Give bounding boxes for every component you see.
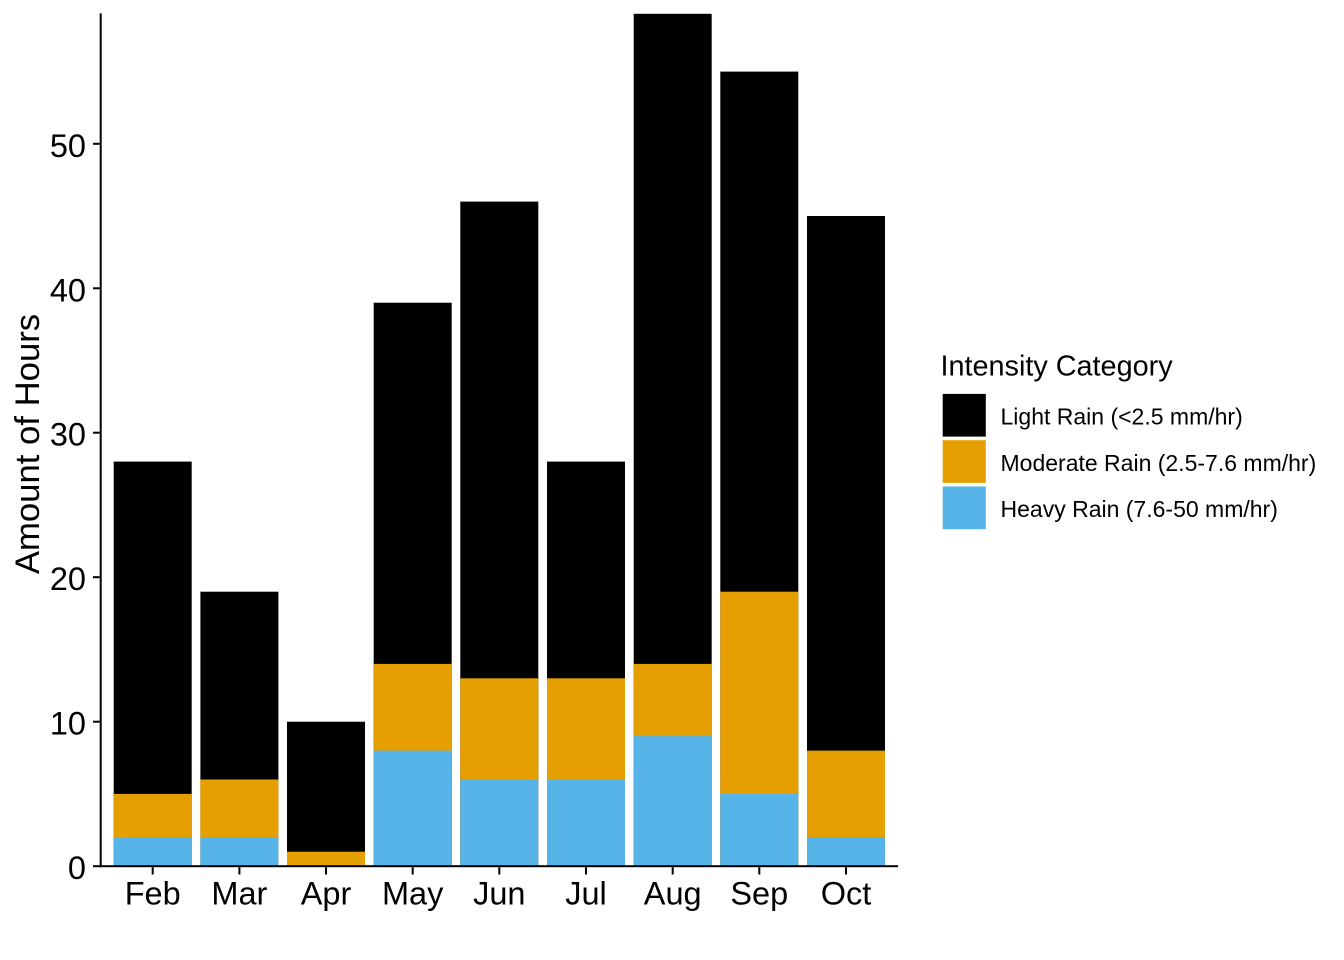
svg-text:Amount of Hours: Amount of Hours [9,314,47,574]
svg-text:May: May [382,876,444,912]
svg-text:Apr: Apr [301,876,352,912]
svg-text:Moderate Rain (2.5-7.6 mm/hr): Moderate Rain (2.5-7.6 mm/hr) [1001,450,1317,476]
svg-text:50: 50 [50,128,86,164]
svg-text:Feb: Feb [125,876,181,912]
svg-text:Intensity Category: Intensity Category [941,351,1174,383]
svg-text:Heavy Rain (7.6-50 mm/hr): Heavy Rain (7.6-50 mm/hr) [1001,496,1278,522]
svg-text:Sep: Sep [730,876,788,912]
svg-text:10: 10 [50,706,86,742]
svg-text:40: 40 [50,272,86,308]
svg-text:Light Rain (<2.5 mm/hr): Light Rain (<2.5 mm/hr) [1001,404,1243,430]
svg-text:Mar: Mar [211,876,267,912]
svg-text:20: 20 [50,561,86,597]
svg-text:Jul: Jul [565,876,607,912]
svg-text:Aug: Aug [644,876,702,912]
svg-text:Jun: Jun [473,876,525,912]
svg-text:Oct: Oct [821,876,872,912]
svg-text:0: 0 [68,850,86,886]
svg-text:30: 30 [50,417,86,453]
